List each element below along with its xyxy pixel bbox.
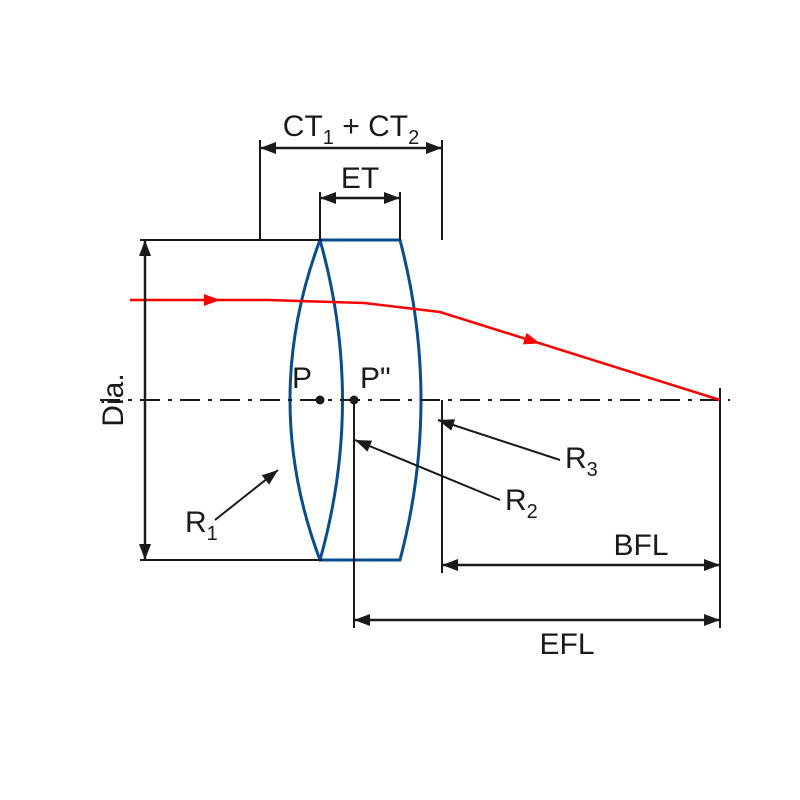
label-et: ET bbox=[341, 162, 379, 195]
ray-path bbox=[130, 300, 720, 400]
leader-r2 bbox=[355, 440, 500, 500]
label-dia: Dia. bbox=[97, 373, 130, 426]
label-ct: CT1 + CT2 bbox=[283, 110, 419, 149]
point-p bbox=[316, 396, 325, 405]
label-r2: R2 bbox=[505, 484, 538, 523]
label-r3: R3 bbox=[565, 442, 598, 481]
label-bfl: BFL bbox=[613, 529, 668, 562]
label-pdd: P" bbox=[360, 362, 391, 395]
label-r1: R1 bbox=[185, 506, 218, 545]
label-efl: EFL bbox=[539, 628, 594, 661]
label-p: P bbox=[292, 362, 312, 395]
leader-r3 bbox=[438, 420, 560, 460]
